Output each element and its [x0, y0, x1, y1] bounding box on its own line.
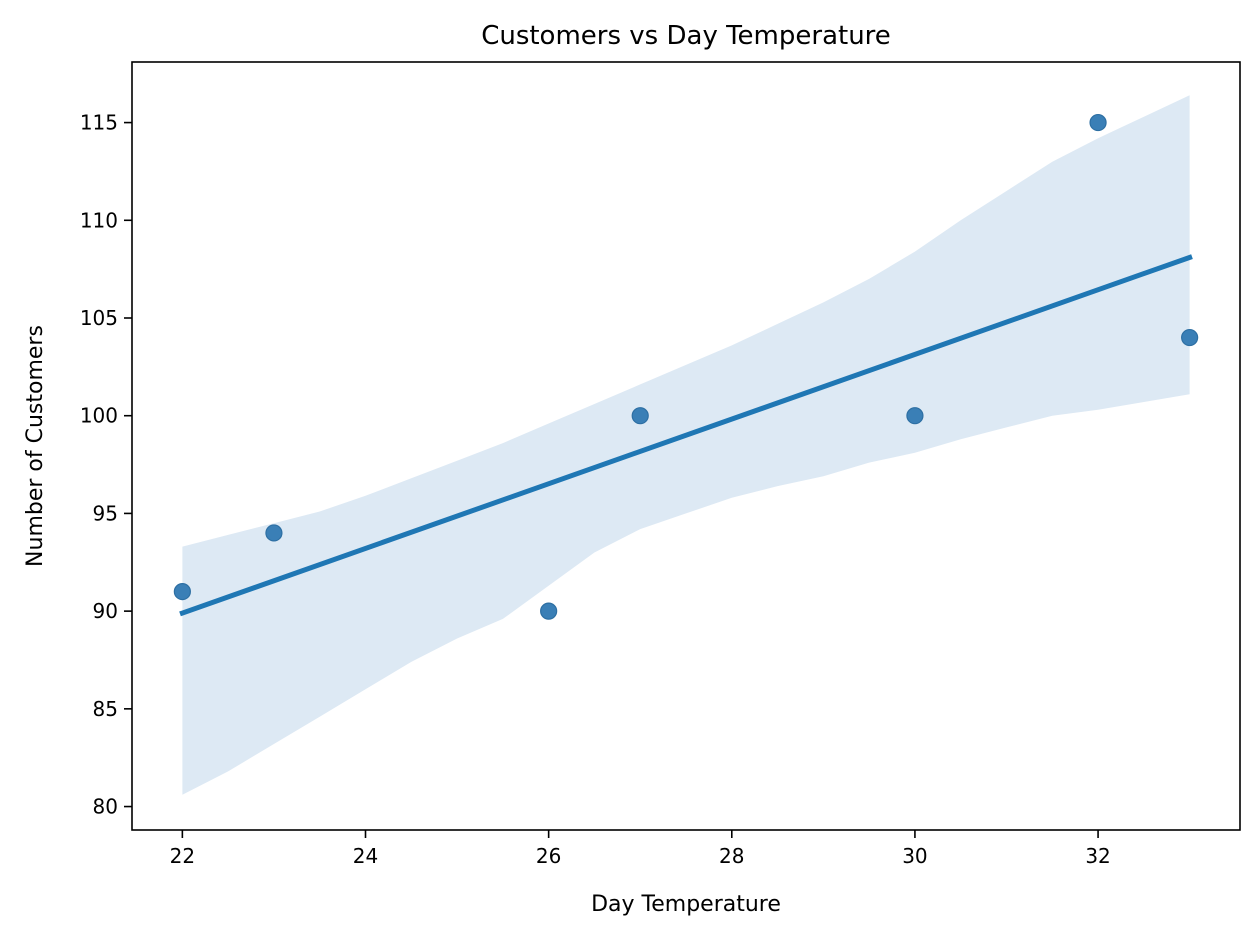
y-tick-label: 80 [93, 795, 118, 819]
y-tick-label: 85 [93, 697, 118, 721]
y-axis-label: Number of Customers [23, 325, 48, 567]
y-tick-label: 105 [80, 306, 118, 330]
data-point [1181, 328, 1199, 347]
x-tick-label: 28 [719, 844, 744, 868]
regression-line [179, 254, 1193, 617]
x-tick-label: 26 [536, 844, 561, 868]
y-tick-label: 115 [80, 111, 118, 135]
y-tick-label: 90 [93, 599, 118, 623]
x-tick-label: 32 [1085, 844, 1110, 868]
y-tick-label: 95 [93, 501, 118, 525]
data-point [265, 524, 283, 542]
x-tick-label: 30 [902, 844, 927, 868]
plot-frame [131, 61, 1241, 831]
data-point [540, 602, 558, 620]
confidence-band-layer [182, 95, 1190, 795]
x-tick-label: 24 [353, 844, 378, 868]
x-tick-label: 22 [170, 844, 195, 868]
data-point [173, 582, 191, 601]
x-axis-label: Day Temperature [591, 892, 781, 917]
y-axis: 80 85 90 95 100 105 110 115 [80, 111, 132, 819]
chart-title: Customers vs Day Temperature [481, 21, 891, 51]
data-point [631, 407, 649, 425]
y-tick-label: 110 [80, 208, 118, 232]
scatter-points-layer [173, 113, 1199, 620]
regression-line-layer [179, 254, 1193, 617]
confidence-band [182, 95, 1190, 795]
data-point [906, 407, 924, 425]
y-tick-label: 100 [80, 404, 118, 428]
data-point [1089, 113, 1107, 132]
x-axis: 22 24 26 28 30 32 [170, 830, 1111, 868]
